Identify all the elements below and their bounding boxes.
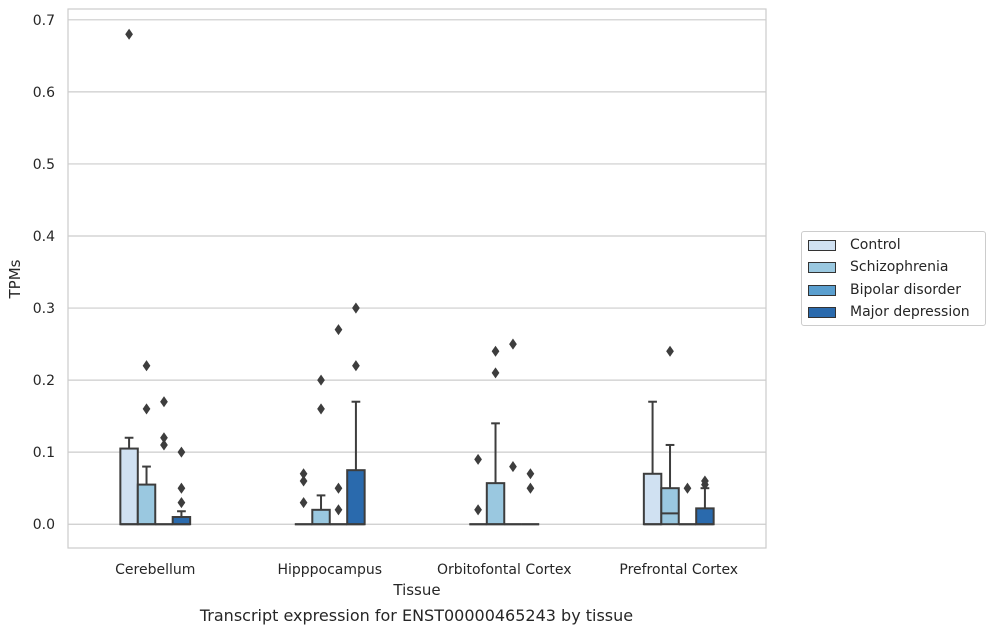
legend-swatch-major-depression bbox=[808, 306, 836, 318]
x-tick-label: Prefrontal Cortex bbox=[619, 562, 738, 578]
outlier-point bbox=[177, 482, 186, 494]
box-body bbox=[136, 483, 157, 526]
x-tick-labels: Cerebellum Hipppocampus Orbitofontal Corte… bbox=[115, 562, 738, 578]
outlier-point bbox=[142, 403, 151, 415]
outlier-point bbox=[334, 504, 343, 516]
x-tick-label: Hipppocampus bbox=[277, 562, 382, 578]
legend-label-bipolar-disorder: Bipolar disorder bbox=[850, 282, 962, 298]
outlier-point bbox=[683, 482, 692, 494]
box-body bbox=[642, 472, 663, 526]
box-control-prefrontal-cortex bbox=[642, 400, 663, 526]
box-body bbox=[485, 482, 506, 526]
outlier-point bbox=[526, 482, 535, 494]
legend-label-schizophrenia: Schizophrenia bbox=[850, 259, 949, 275]
outlier-point bbox=[299, 475, 308, 487]
box-schizophrenia-hipppocampus bbox=[311, 374, 331, 526]
legend-swatch-control bbox=[808, 239, 836, 251]
legend-swatch-bipolar-disorder bbox=[808, 284, 836, 296]
outlier-point bbox=[334, 482, 343, 494]
outlier-point bbox=[177, 446, 186, 458]
y-tick-label: 0.0 bbox=[33, 517, 55, 533]
outlier-point bbox=[666, 345, 674, 357]
outlier-point bbox=[491, 345, 500, 357]
outlier-point bbox=[526, 468, 535, 480]
plot-frame bbox=[67, 8, 767, 549]
y-tick-label: 0.2 bbox=[33, 373, 55, 389]
box-bipolar-disorder-prefrontal-cortex bbox=[678, 482, 697, 526]
y-tick-labels: 0.0 0.1 0.2 0.3 0.4 0.5 0.6 0.7 bbox=[33, 13, 55, 533]
box-body bbox=[311, 508, 331, 526]
outlier-point bbox=[474, 504, 482, 516]
box-major-depression-cerebellum bbox=[171, 446, 192, 526]
outlier-point bbox=[701, 475, 709, 487]
outlier-point bbox=[160, 396, 168, 408]
box-control-hipppocampus bbox=[294, 468, 313, 526]
box-control-cerebellum bbox=[119, 28, 139, 526]
outlier-point bbox=[491, 367, 500, 379]
box-control-orbitofontal-cortex bbox=[469, 453, 487, 526]
outlier-point bbox=[317, 374, 325, 386]
box-bipolar-disorder-orbitofontal-cortex bbox=[504, 338, 522, 526]
y-tick-label: 0.7 bbox=[33, 13, 55, 29]
outlier-point bbox=[334, 324, 343, 336]
legend-item-major-depression: Major depression bbox=[808, 302, 970, 322]
boxes bbox=[119, 28, 715, 526]
legend: Control Schizophrenia Bipolar disorder M… bbox=[801, 231, 986, 326]
y-tick-label: 0.5 bbox=[33, 157, 55, 173]
outlier-point bbox=[299, 468, 308, 480]
box-major-depression-prefrontal-cortex bbox=[695, 475, 715, 526]
x-tick-label: Cerebellum bbox=[115, 562, 195, 578]
x-tick-label: Orbitofontal Cortex bbox=[437, 562, 572, 578]
outlier-point bbox=[299, 497, 308, 509]
legend-label-control: Control bbox=[850, 237, 901, 253]
y-tick-label: 0.4 bbox=[33, 229, 55, 245]
box-body bbox=[695, 507, 715, 526]
outlier-point bbox=[177, 497, 186, 509]
outlier-point bbox=[352, 302, 360, 314]
legend-item-control: Control bbox=[808, 235, 901, 255]
outlier-point bbox=[474, 453, 482, 465]
outlier-point bbox=[352, 360, 360, 372]
y-axis-label: TPMs bbox=[6, 259, 24, 299]
box-major-depression-orbitofontal-cortex bbox=[521, 468, 540, 526]
legend-item-schizophrenia: Schizophrenia bbox=[808, 257, 948, 277]
outlier-point bbox=[160, 432, 168, 444]
y-tick-label: 0.1 bbox=[33, 445, 55, 461]
box-schizophrenia-orbitofontal-cortex bbox=[485, 345, 506, 526]
outlier-point bbox=[142, 360, 151, 372]
box-body bbox=[660, 487, 680, 526]
y-tick-label: 0.6 bbox=[33, 85, 55, 101]
chart-caption: Transcript expression for ENST0000046524… bbox=[199, 606, 634, 625]
legend-item-bipolar-disorder: Bipolar disorder bbox=[808, 280, 961, 300]
gridlines bbox=[68, 19, 766, 525]
outlier-point bbox=[509, 461, 517, 473]
box-bipolar-disorder-cerebellum bbox=[155, 396, 173, 526]
box-schizophrenia-prefrontal-cortex bbox=[660, 345, 680, 526]
box-schizophrenia-cerebellum bbox=[136, 360, 157, 526]
outlier-point bbox=[509, 338, 517, 350]
x-axis-label: Tissue bbox=[392, 581, 440, 599]
outlier-point bbox=[160, 439, 168, 451]
legend-swatch-schizophrenia bbox=[808, 261, 836, 273]
box-body bbox=[346, 469, 366, 526]
box-major-depression-hipppocampus bbox=[346, 302, 366, 526]
box-body bbox=[171, 516, 192, 526]
box-body bbox=[119, 447, 139, 526]
box-bipolar-disorder-hipppocampus bbox=[329, 324, 348, 526]
outlier-point bbox=[125, 28, 133, 40]
outlier-point bbox=[317, 403, 325, 415]
y-tick-label: 0.3 bbox=[33, 301, 55, 317]
legend-label-major-depression: Major depression bbox=[850, 304, 970, 320]
